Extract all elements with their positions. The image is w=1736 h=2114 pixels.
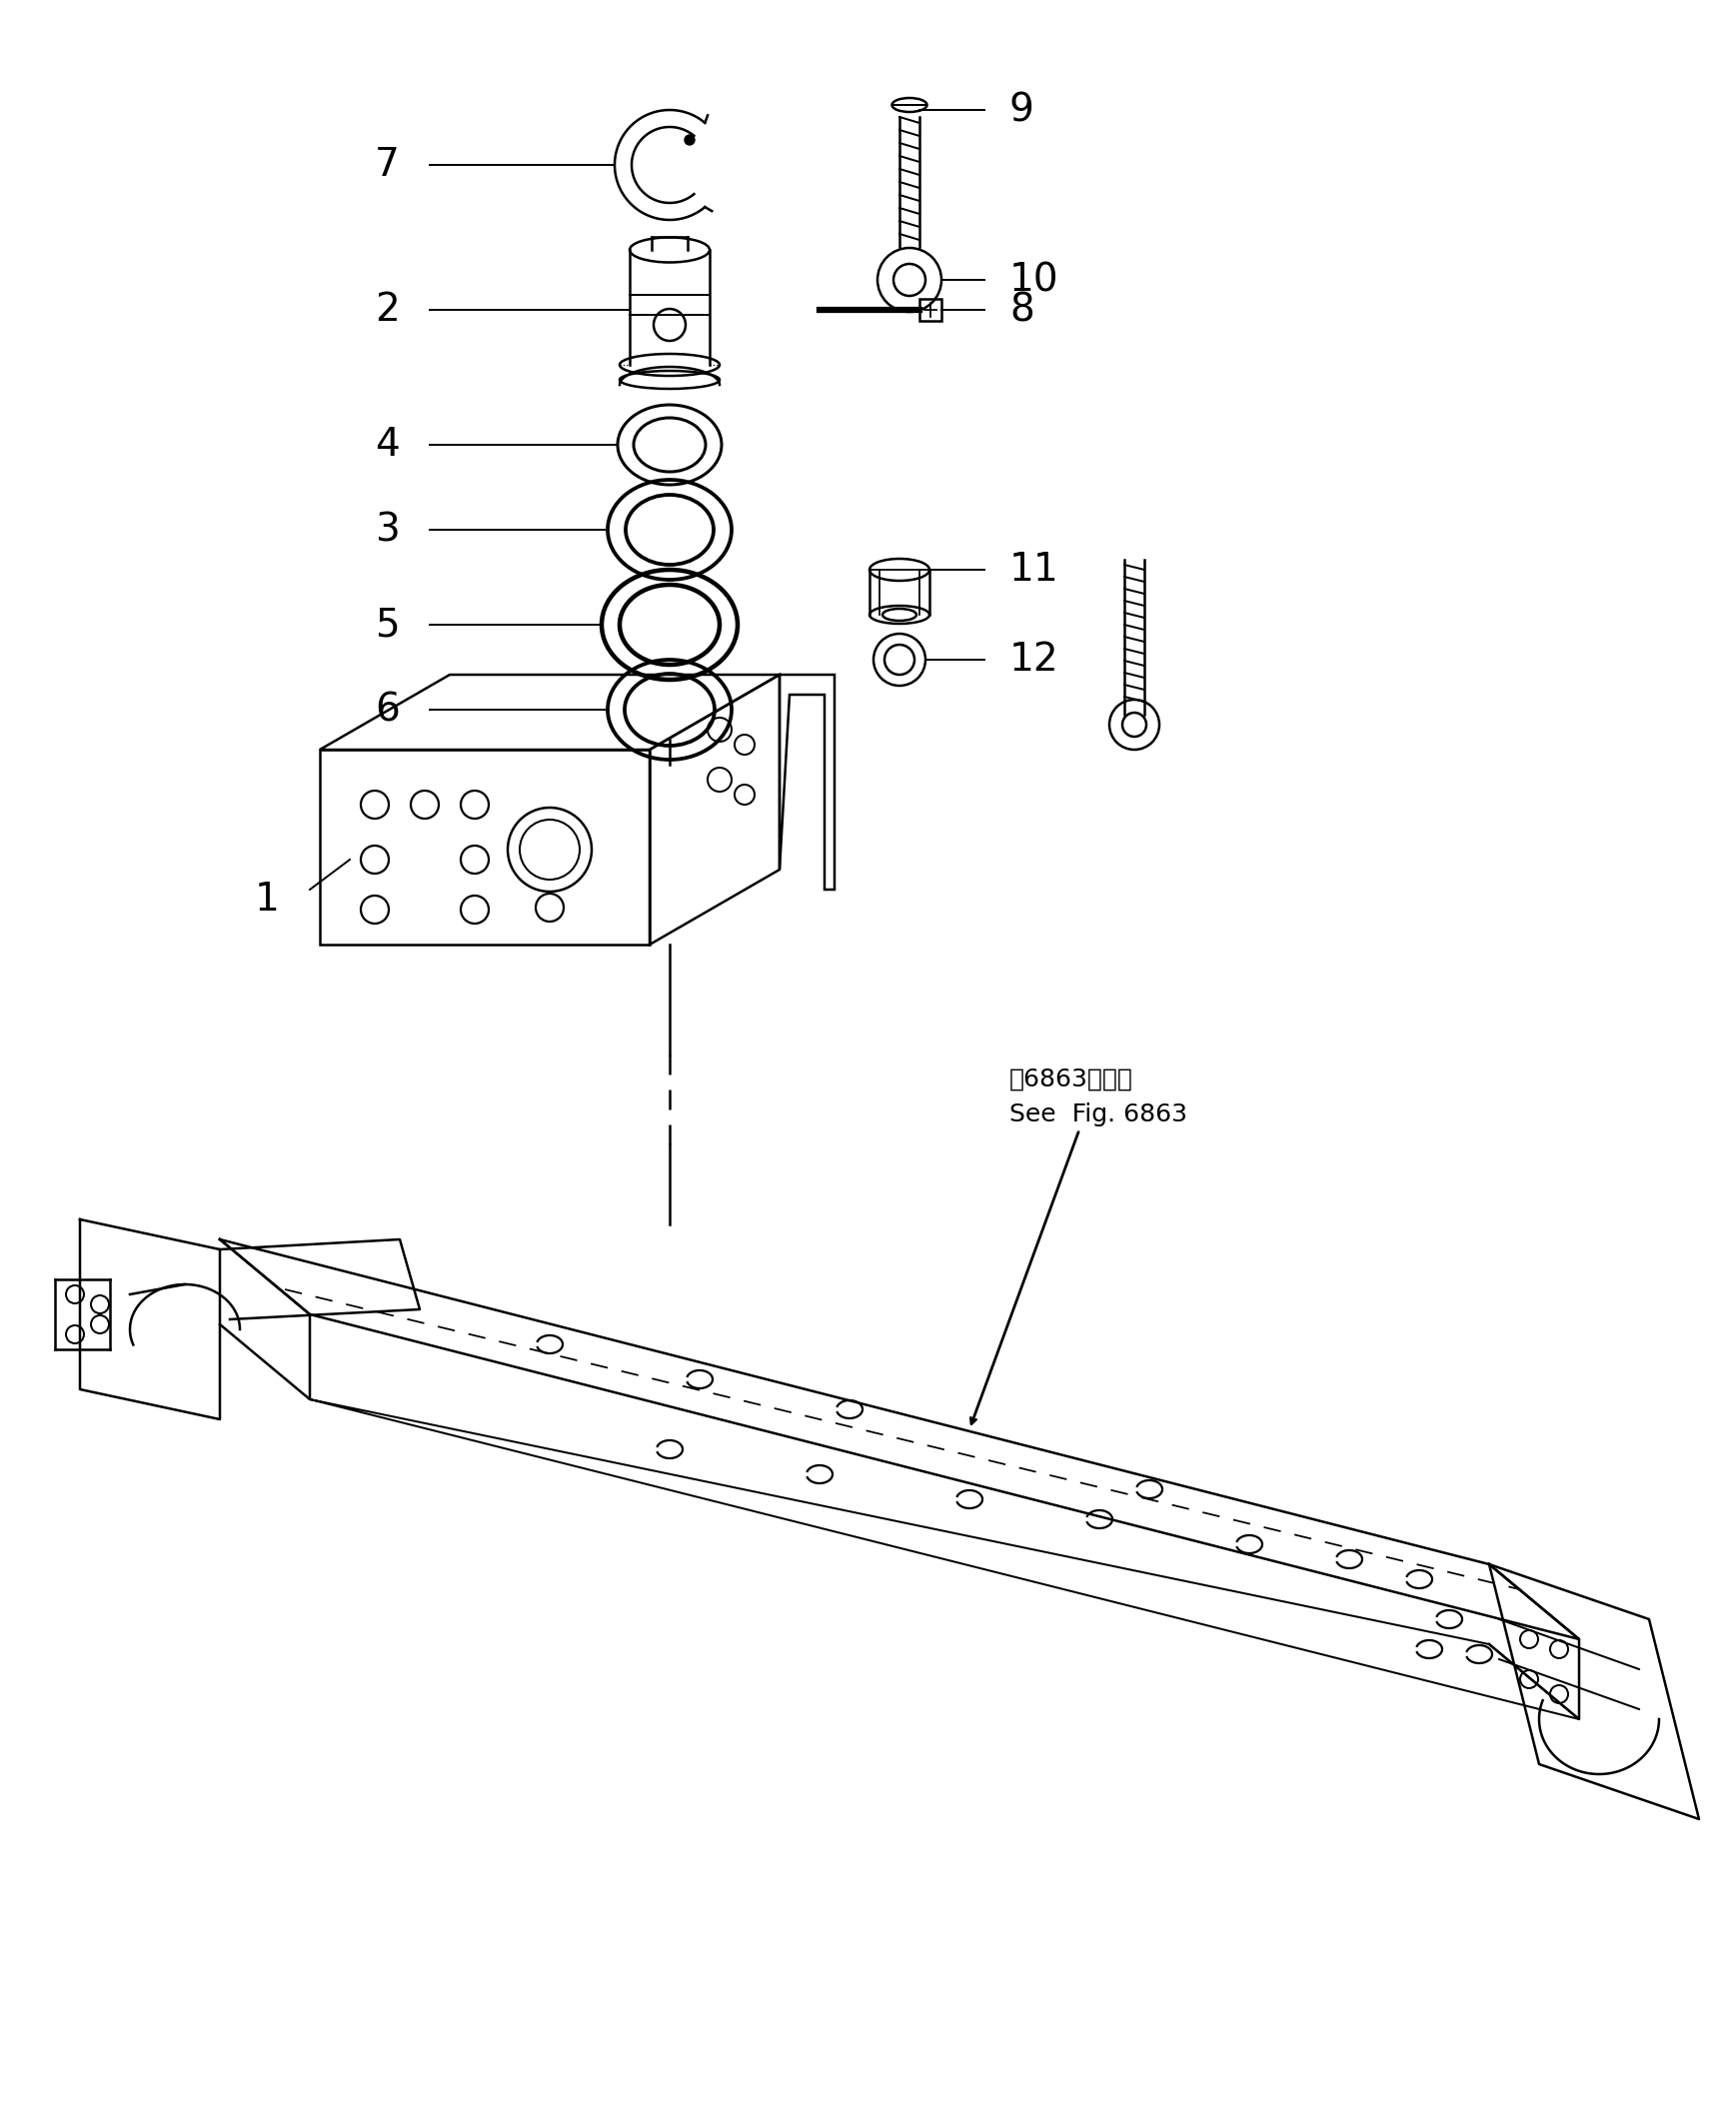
Text: 9: 9 bbox=[1009, 91, 1035, 129]
Text: 第6863図参照: 第6863図参照 bbox=[1009, 1068, 1134, 1091]
Text: 1: 1 bbox=[255, 882, 279, 920]
Text: 7: 7 bbox=[375, 146, 399, 184]
Text: 10: 10 bbox=[1009, 260, 1059, 298]
Circle shape bbox=[684, 135, 694, 146]
Text: 12: 12 bbox=[1009, 641, 1059, 679]
Text: 3: 3 bbox=[375, 512, 399, 550]
Text: 6: 6 bbox=[375, 691, 399, 729]
Text: 11: 11 bbox=[1009, 552, 1059, 588]
Text: 4: 4 bbox=[375, 425, 399, 463]
Text: 2: 2 bbox=[375, 292, 399, 330]
Text: 5: 5 bbox=[375, 607, 399, 643]
Text: See  Fig. 6863: See Fig. 6863 bbox=[1009, 1104, 1187, 1127]
Text: 8: 8 bbox=[1009, 292, 1035, 330]
